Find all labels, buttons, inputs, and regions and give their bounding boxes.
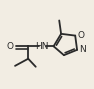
Text: O: O [6, 42, 13, 51]
Text: O: O [78, 31, 85, 40]
Text: HN: HN [36, 42, 49, 51]
Text: N: N [79, 45, 86, 54]
